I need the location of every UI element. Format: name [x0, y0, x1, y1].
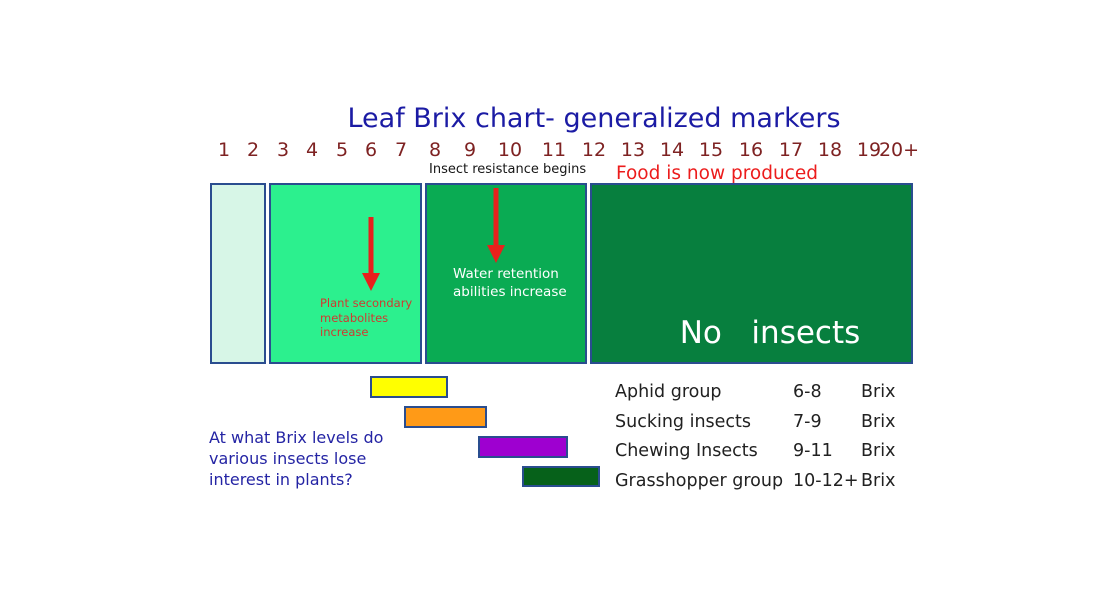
zone2-label: Plant secondary metabolites increase [320, 296, 413, 340]
legend-row-sucking: Sucking insects 7-9 Brix [615, 407, 895, 437]
brix-tick-3: 3 [276, 139, 290, 161]
brix-tick-2: 2 [246, 139, 260, 161]
legend-row-grasshopper: Grasshopper group 10-12+ Brix [615, 466, 895, 496]
grasshopper-range-bar [522, 466, 600, 487]
legend-unit: Brix [861, 441, 896, 462]
zone-brix-3-7 [269, 183, 422, 364]
brix-tick-16: 16 [738, 139, 764, 161]
legend-name: Aphid group [615, 381, 722, 402]
legend-unit: Brix [861, 471, 896, 492]
zone4-label-line2: No disease [685, 438, 855, 474]
brix-tick-9: 9 [463, 139, 477, 161]
down-arrow-icon [362, 217, 380, 291]
legend-range: 6-8 [793, 381, 822, 402]
sucking-range-bar [404, 406, 487, 428]
chewing-range-bar [478, 436, 568, 458]
brix-question-text: At what Brix levels do various insects l… [209, 428, 384, 490]
legend-unit: Brix [861, 411, 896, 432]
legend-row-chewing: Chewing Insects 9-11 Brix [615, 437, 895, 467]
zone3-label: Water retention abilities increase [453, 266, 567, 300]
zone-brix-12-20plus [590, 183, 913, 364]
brix-tick-18: 18 [817, 139, 843, 161]
brix-tick-19: 19 [856, 139, 882, 161]
legend-name: Sucking insects [615, 411, 752, 432]
legend-range: 9-11 [793, 441, 833, 462]
brix-tick-17: 17 [778, 139, 804, 161]
zone4-label: No insects No disease [610, 231, 930, 559]
aphid-range-bar [370, 376, 448, 398]
brix-tick-12: 12 [581, 139, 607, 161]
legend-name: Grasshopper group [615, 471, 784, 492]
brix-tick-10: 10 [497, 139, 523, 161]
brix-tick-1: 1 [217, 139, 231, 161]
brix-tick-4: 4 [305, 139, 319, 161]
legend-row-aphid: Aphid group 6-8 Brix [615, 377, 895, 407]
brix-tick-13: 13 [620, 139, 646, 161]
zone-brix-1-2 [210, 183, 266, 364]
brix-tick-15: 15 [698, 139, 724, 161]
brix-tick-8: 8 [428, 139, 442, 161]
page-title: Leaf Brix chart- generalized markers [347, 103, 841, 134]
food-produced-annotation: Food is now produced [616, 163, 818, 184]
insect-legend: Aphid group 6-8 Brix Sucking insects 7-9… [615, 377, 895, 496]
brix-tick-5: 5 [335, 139, 349, 161]
down-arrow-icon [487, 188, 505, 263]
legend-range: 10-12+ [793, 471, 859, 492]
brix-tick-20plus: 20+ [878, 139, 920, 161]
legend-range: 7-9 [793, 411, 822, 432]
legend-name: Chewing Insects [615, 441, 758, 462]
insect-resistance-annotation: Insect resistance begins [429, 162, 587, 177]
brix-tick-6: 6 [364, 139, 378, 161]
zone-brix-8-11 [425, 183, 587, 364]
brix-tick-14: 14 [659, 139, 685, 161]
brix-tick-11: 11 [541, 139, 567, 161]
zone4-label-line1: No insects [679, 315, 861, 351]
legend-unit: Brix [861, 381, 896, 402]
brix-tick-7: 7 [394, 139, 408, 161]
